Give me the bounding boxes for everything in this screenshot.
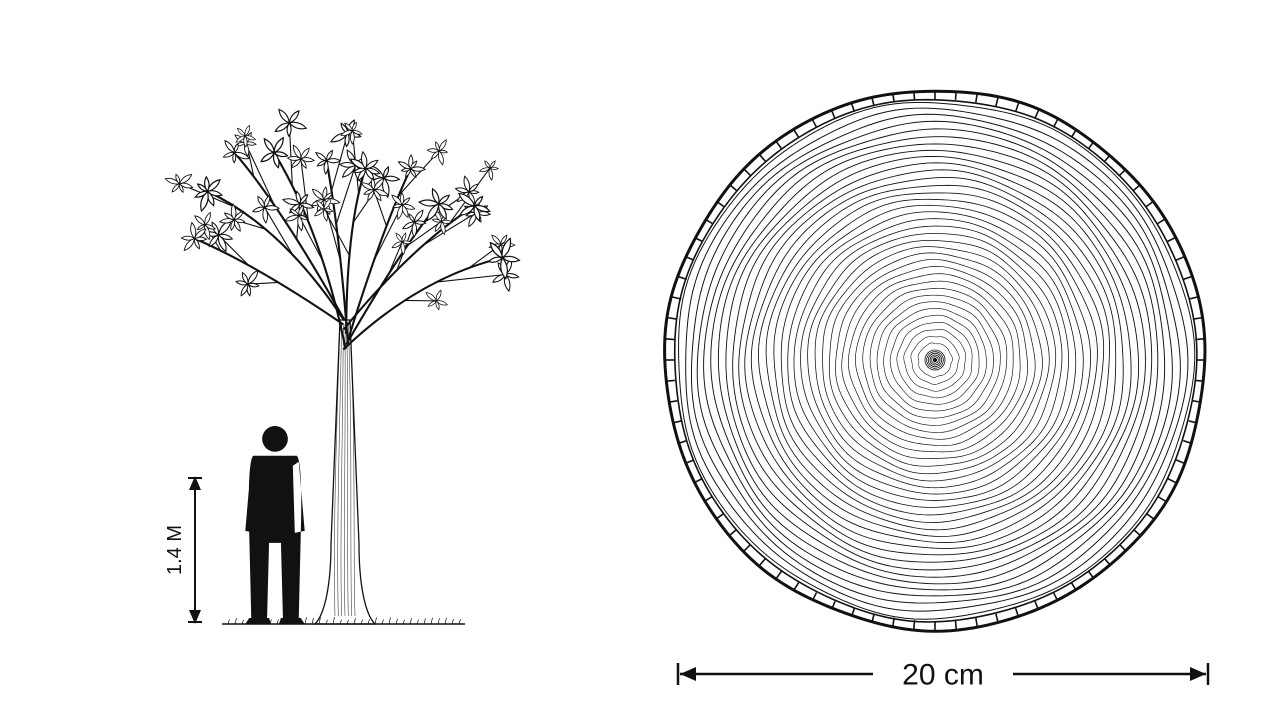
tree bbox=[165, 109, 519, 624]
height-dimension: 1.4 M bbox=[164, 476, 202, 624]
width-dimension-label: 20 cm bbox=[902, 659, 984, 692]
diagram-svg: 1.4 M 20 cm bbox=[0, 0, 1280, 720]
tree-ring-cross-section bbox=[665, 90, 1205, 631]
height-dimension-label: 1.4 M bbox=[164, 525, 186, 575]
diagram-canvas: 1.4 M 20 cm bbox=[0, 0, 1280, 720]
person-silhouette bbox=[245, 426, 304, 624]
width-dimension: 20 cm bbox=[678, 659, 1208, 692]
